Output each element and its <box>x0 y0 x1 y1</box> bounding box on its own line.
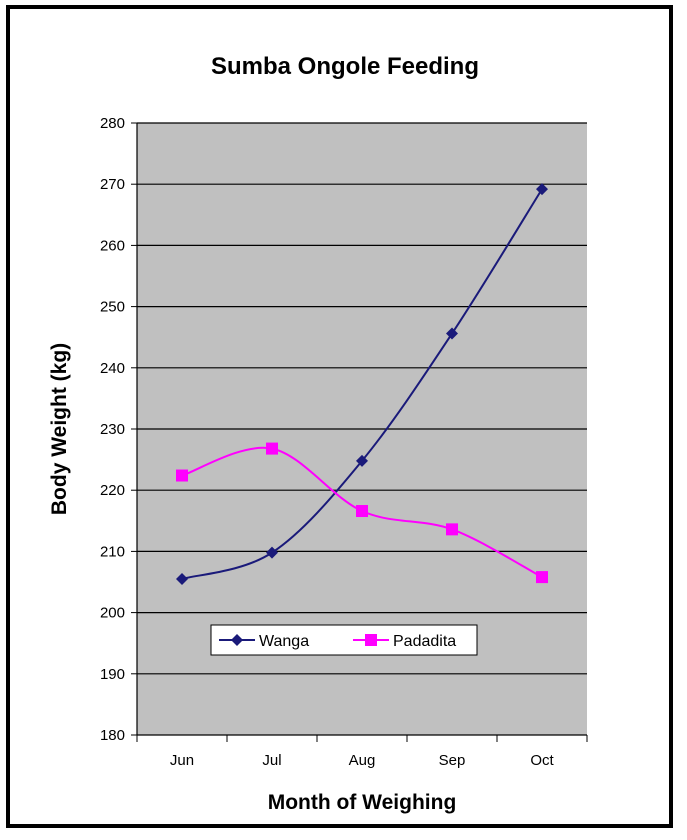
x-axis-title: Month of Weighing <box>268 791 457 814</box>
data-point <box>536 183 548 196</box>
data-point <box>356 505 368 518</box>
legend-item-padadita: Padadita <box>353 633 456 650</box>
axes <box>131 122 588 742</box>
x-tick-label: Jun <box>170 752 194 769</box>
gridlines <box>137 122 587 675</box>
series-wanga <box>176 183 548 585</box>
data-point <box>176 572 188 585</box>
data-point <box>176 469 188 482</box>
legend-label: Wanga <box>259 633 309 650</box>
y-tick-label: 210 <box>100 543 125 560</box>
legend-box <box>210 624 478 656</box>
data-point <box>446 523 458 536</box>
series-padadita <box>176 442 548 584</box>
y-tick-label: 180 <box>100 727 125 744</box>
legend-item-wanga: Wanga <box>219 633 309 650</box>
series-layer <box>176 183 548 585</box>
data-point <box>266 546 278 559</box>
y-tick-labels: 180 190 200 210 220 230 240 250 260 270 280 <box>100 115 125 744</box>
y-tick-label: 250 <box>100 299 125 316</box>
data-point <box>266 442 278 455</box>
legend-swatch-marker <box>365 634 377 646</box>
y-tick-label: 240 <box>100 360 125 377</box>
y-tick-label: 200 <box>100 605 125 622</box>
y-tick-label: 220 <box>100 482 125 499</box>
x-tick-labels: Jun Jul Aug Sep Oct <box>170 752 555 769</box>
x-tick-label: Oct <box>530 752 554 769</box>
y-tick-label: 260 <box>100 237 125 254</box>
y-axis-title: Body Weight (kg) <box>48 343 71 515</box>
y-tick-label: 280 <box>100 115 125 132</box>
data-point <box>356 454 368 467</box>
legend-label: Padadita <box>393 633 456 650</box>
data-point <box>536 571 548 584</box>
legend-swatch-marker <box>231 634 243 646</box>
y-tick-label: 230 <box>100 421 125 438</box>
legend: Wanga Padadita <box>210 624 478 656</box>
x-tick-label: Sep <box>439 752 466 769</box>
x-tick-label: Jul <box>262 752 281 769</box>
y-tick-label: 190 <box>100 666 125 683</box>
series-line <box>181 188 543 580</box>
y-tick-label: 270 <box>100 176 125 193</box>
x-tick-label: Aug <box>349 752 376 769</box>
chart-title: Sumba Ongole Feeding <box>211 53 479 80</box>
data-point <box>446 327 458 340</box>
